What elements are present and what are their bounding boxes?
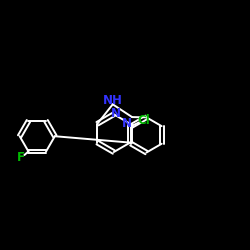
Text: N: N xyxy=(111,107,121,120)
Text: NH: NH xyxy=(103,94,123,107)
Text: Cl: Cl xyxy=(138,114,150,126)
Text: F: F xyxy=(17,151,25,164)
Text: N: N xyxy=(122,117,132,130)
